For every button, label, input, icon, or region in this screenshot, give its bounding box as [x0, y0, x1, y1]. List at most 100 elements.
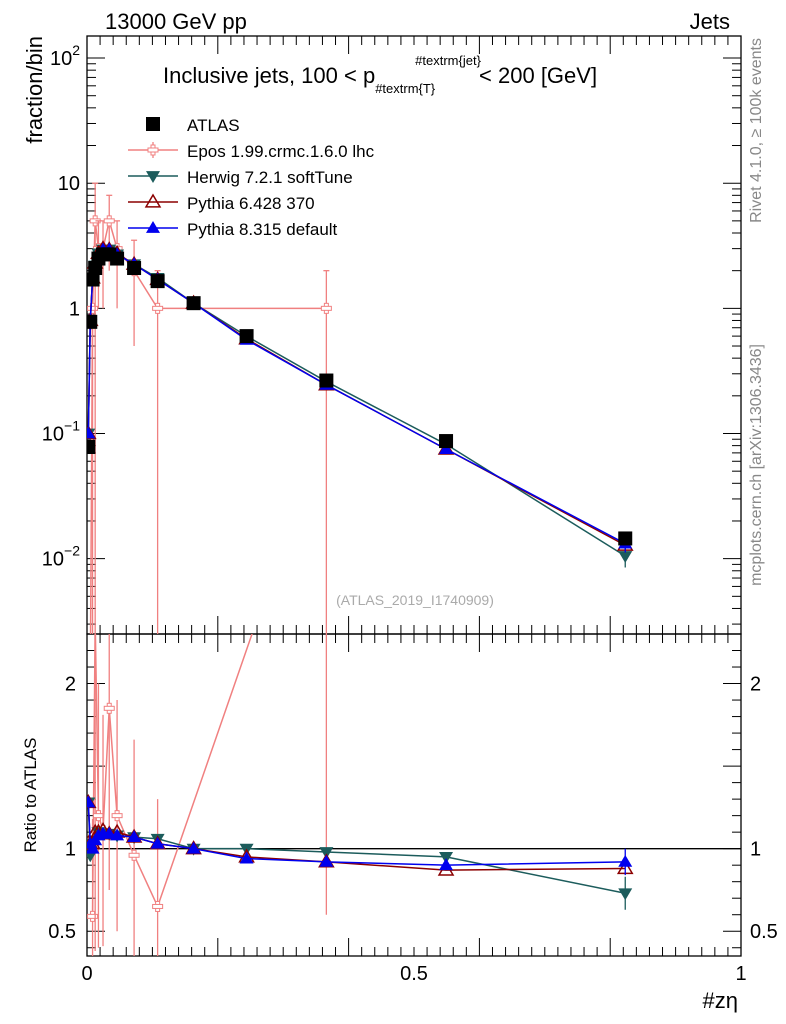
epos-1-99-crmc-1-6-0-lhc-ratio-point-h — [111, 813, 123, 819]
y-tick-label: 1 — [69, 298, 80, 320]
epos-1-99-crmc-1-6-0-lhc-point — [320, 302, 332, 314]
x-tick-label: 0 — [81, 963, 92, 985]
title-tail: < 200 [GeV] — [473, 63, 597, 88]
y-axis-label: fraction/bin — [22, 36, 47, 144]
atlas-point — [127, 261, 142, 276]
ratio-y-axis-label: Ratio to ATLAS — [21, 738, 40, 853]
ratio-tick-label: 1 — [65, 839, 76, 861]
atlas-point — [110, 251, 125, 266]
herwig-7-2-1-softtune-ratio-line — [87, 802, 626, 894]
legend-marker — [146, 221, 160, 233]
atlas-point — [150, 274, 165, 289]
pythia-8-315-default-ratio-point — [186, 841, 201, 854]
epos-1-99-crmc-1-6-0-lhc-ratio-point — [152, 900, 164, 912]
chart-title: Inclusive jets, 100 < p#textrm{T} #textrm… — [163, 53, 597, 96]
rivet-label: Rivet 4.1.0, ≥ 100k events — [748, 38, 765, 223]
pythia-8-315-default-ratio-point — [87, 841, 100, 854]
pythia-8-315-default-line — [87, 248, 626, 545]
legend-marker — [147, 144, 159, 156]
x-axis-label: #zη — [703, 988, 738, 1013]
title-sup: #textrm{jet} — [415, 53, 481, 68]
atlas-point — [87, 314, 98, 329]
analysis-watermark: (ATLAS_2019_I1740909) — [336, 592, 494, 608]
epos-1-99-crmc-1-6-0-lhc-point-h — [103, 218, 115, 224]
atlas-point — [319, 373, 334, 388]
pythia-8-315-default-ratio-point — [87, 795, 96, 808]
pythia-8-315-default-ratio-point — [150, 836, 165, 849]
pythia-6-428-370-ratio-line — [87, 802, 626, 871]
ratio-tick-label: 0.5 — [48, 921, 76, 943]
epos-1-99-crmc-1-6-0-lhc-ratio-point-h — [152, 903, 164, 909]
legend-entry-pythia-6-428-370: Pythia 6.428 370 — [128, 193, 315, 213]
pythia-8-315-default-ratio-point — [127, 830, 142, 843]
legend-marker-h — [147, 147, 159, 153]
epos-1-99-crmc-1-6-0-lhc-ratio-point — [103, 702, 115, 714]
y-tick-label: 10−1 — [42, 417, 80, 445]
pythia-8-315-default-ratio-point — [618, 854, 633, 867]
legend-label: Herwig 7.2.1 softTune — [187, 168, 353, 187]
pythia-8-315-default-ratio-point — [319, 854, 334, 867]
pythia-8-315-default-point — [439, 442, 454, 455]
series-herwig-7-2-1-softtune — [87, 244, 633, 568]
atlas-point — [239, 329, 254, 344]
epos-1-99-crmc-1-6-0-lhc-ratio-point — [111, 810, 123, 822]
epos-1-99-crmc-1-6-0-lhc-ratio-point-h — [87, 913, 99, 919]
ratio-tick-label-right: 1 — [750, 839, 761, 861]
pythia-8-315-default-ratio-point — [239, 851, 254, 864]
pythia-8-315-default-ratio-point — [102, 826, 117, 839]
atlas-point — [439, 434, 454, 449]
x-tick-label: 1 — [735, 963, 746, 985]
atlas-point — [618, 531, 633, 546]
epos-1-99-crmc-1-6-0-lhc-point — [103, 215, 115, 227]
herwig-7-2-1-softtune-ratio-point — [618, 888, 633, 901]
legend-label: Epos 1.99.crmc.1.6.0 lhc — [187, 142, 375, 161]
atlas-point — [186, 296, 201, 311]
ratio-tick-label-right: 2 — [750, 674, 761, 696]
herwig-7-2-1-softtune-point — [618, 551, 633, 563]
legend-marker — [146, 171, 160, 183]
epos-1-99-crmc-1-6-0-lhc-ratio-point-h — [103, 705, 115, 711]
title-main: Inclusive jets, 100 < p — [163, 63, 375, 88]
legend-entry-pythia-8-315-default: Pythia 8.315 default — [128, 220, 338, 239]
ratio-plot-frame — [86, 633, 742, 957]
pythia-8-315-default-ratio-point — [110, 828, 125, 841]
series-atlas — [87, 247, 633, 546]
herwig-7-2-1-softtune-ratio-point — [319, 847, 334, 859]
legend-marker — [146, 117, 160, 131]
herwig-7-2-1-softtune-ratio-point — [439, 852, 454, 864]
ratio-pythia-8-315-default — [87, 795, 633, 876]
mcplots-label: mcplots.cern.ch [arXiv:1306.3436] — [748, 344, 765, 586]
epos-1-99-crmc-1-6-0-lhc-line — [89, 220, 327, 634]
epos-1-99-crmc-1-6-0-lhc-point-h — [152, 305, 164, 311]
y-tick-label: 102 — [50, 42, 80, 70]
epos-1-99-crmc-1-6-0-lhc-ratio-point-h — [128, 852, 140, 858]
x-tick-label: 0.5 — [400, 963, 428, 985]
ratio-herwig-7-2-1-softtune — [87, 797, 633, 910]
herwig-7-2-1-softtune-line — [87, 248, 626, 557]
legend-label: Pythia 6.428 370 — [187, 194, 315, 213]
pythia-8-315-default-ratio-point — [439, 858, 454, 871]
epos-1-99-crmc-1-6-0-lhc-ratio-point — [128, 849, 140, 861]
epos-1-99-crmc-1-6-0-lhc-point — [152, 302, 164, 314]
epos-1-99-crmc-1-6-0-lhc-point-h — [87, 305, 99, 311]
atlas-point — [87, 272, 100, 287]
y-tick-label: 10−2 — [42, 543, 80, 571]
pythia-8-315-default-ratio-line — [87, 802, 626, 866]
epos-1-99-crmc-1-6-0-lhc-point — [87, 302, 99, 314]
category-label: Jets — [690, 9, 730, 34]
main-plot-frame — [86, 35, 742, 635]
epos-1-99-crmc-1-6-0-lhc-ratio-point-h — [92, 813, 104, 819]
legend-entry-atlas: ATLAS — [146, 116, 240, 135]
legend-marker — [144, 193, 162, 208]
pythia-8-315-default-point — [87, 426, 96, 439]
atlas-point — [87, 440, 96, 455]
title-sub: #textrm{T} — [375, 81, 436, 96]
legend-entry-herwig-7-2-1-softtune: Herwig 7.2.1 softTune — [128, 168, 353, 187]
collision-label: 13000 GeV pp — [105, 9, 247, 34]
y-tick-label: 10 — [58, 173, 80, 195]
legend-label: ATLAS — [187, 116, 240, 135]
ratio-tick-label-right: 0.5 — [750, 921, 778, 943]
legend-label: Pythia 8.315 default — [187, 220, 338, 239]
epos-1-99-crmc-1-6-0-lhc-ratio-point — [87, 910, 99, 922]
